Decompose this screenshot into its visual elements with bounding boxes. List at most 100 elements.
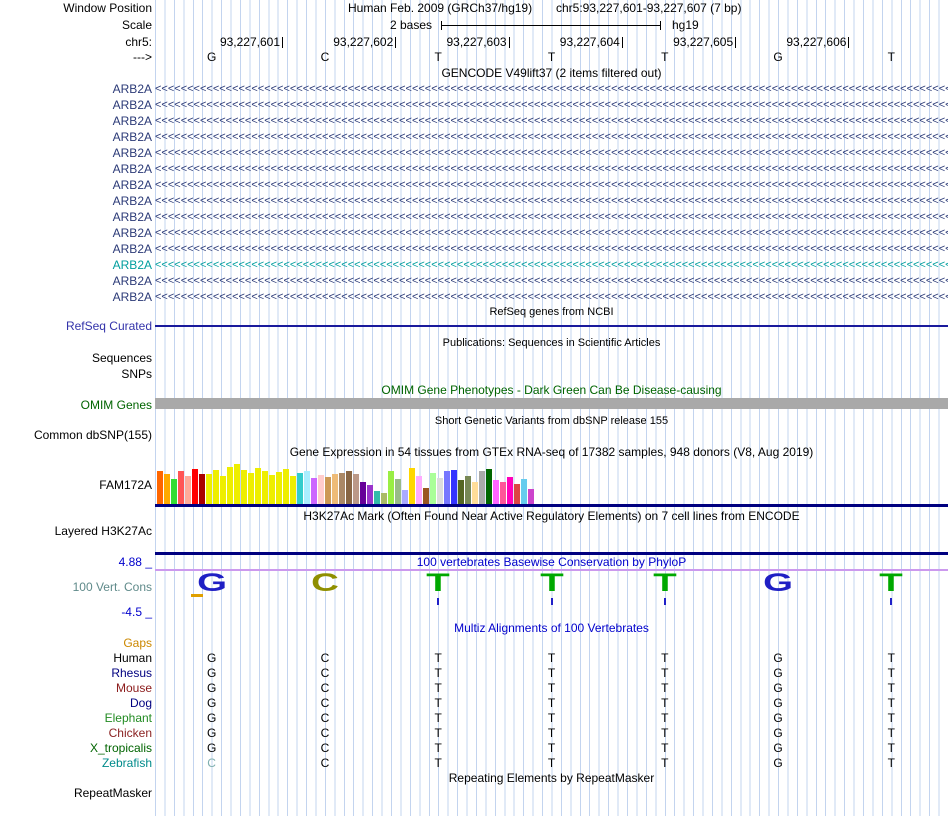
gtex-tissue-bar[interactable] (486, 469, 492, 504)
gtex-tissue-bar[interactable] (227, 467, 233, 504)
gencode-gene-label[interactable]: ARB2A (112, 290, 152, 304)
snps-track-label[interactable]: SNPs (121, 367, 152, 381)
gencode-transcript-arrows[interactable]: <<<<<<<<<<<<<<<<<<<<<<<<<<<<<<<<<<<<<<<<… (155, 115, 948, 127)
gencode-gene-label[interactable]: ARB2A (112, 274, 152, 288)
species-label[interactable]: Chicken (108, 726, 152, 740)
gtex-tissue-bar[interactable] (164, 474, 170, 504)
gtex-tissue-bar[interactable] (528, 489, 534, 504)
gtex-gene-label[interactable]: FAM172A (99, 478, 152, 492)
gtex-tissue-bar[interactable] (248, 473, 254, 504)
gtex-tissue-bar[interactable] (367, 485, 373, 504)
species-label[interactable]: Dog (129, 696, 152, 710)
gencode-gene-label[interactable]: ARB2A (112, 178, 152, 192)
gtex-tissue-bar[interactable] (318, 475, 324, 504)
species-label[interactable]: Rhesus (111, 666, 152, 680)
gtex-tissue-bar[interactable] (185, 476, 191, 504)
omim-track-label[interactable]: OMIM Genes (80, 398, 152, 412)
gencode-transcript-arrows[interactable]: <<<<<<<<<<<<<<<<<<<<<<<<<<<<<<<<<<<<<<<<… (155, 275, 948, 287)
gencode-transcript-arrows[interactable]: <<<<<<<<<<<<<<<<<<<<<<<<<<<<<<<<<<<<<<<<… (155, 195, 948, 207)
gencode-transcript-arrows[interactable]: <<<<<<<<<<<<<<<<<<<<<<<<<<<<<<<<<<<<<<<<… (155, 163, 948, 175)
species-label[interactable]: Gaps (123, 636, 152, 650)
gtex-tissue-bar[interactable] (479, 471, 485, 504)
gtex-tissue-bar[interactable] (290, 476, 296, 504)
gencode-gene-label[interactable]: ARB2A (112, 82, 152, 96)
gtex-tissue-bar[interactable] (437, 478, 443, 504)
gtex-tissue-bar[interactable] (430, 473, 436, 504)
gencode-transcript-arrows[interactable]: <<<<<<<<<<<<<<<<<<<<<<<<<<<<<<<<<<<<<<<<… (155, 211, 948, 223)
gencode-gene-label[interactable]: ARB2A (112, 98, 152, 112)
gtex-tissue-bar[interactable] (339, 473, 345, 504)
gtex-tissue-bar[interactable] (402, 490, 408, 504)
gtex-tissue-bar[interactable] (220, 476, 226, 504)
dbsnp-track-label[interactable]: Common dbSNP(155) (33, 428, 152, 442)
species-label[interactable]: Human (113, 651, 152, 665)
species-label[interactable]: X_tropicalis (89, 741, 152, 755)
conservation-track-label[interactable]: 100 Vert. Cons (72, 580, 152, 594)
repeatmasker-track-label[interactable]: RepeatMasker (73, 786, 152, 800)
gtex-tissue-bar[interactable] (451, 470, 457, 504)
gtex-tissue-bar[interactable] (521, 479, 527, 504)
gencode-transcript-arrows[interactable]: <<<<<<<<<<<<<<<<<<<<<<<<<<<<<<<<<<<<<<<<… (155, 99, 948, 111)
gtex-tissue-bar[interactable] (360, 482, 366, 504)
species-label[interactable]: Elephant (104, 711, 152, 725)
gencode-transcript-arrows[interactable]: <<<<<<<<<<<<<<<<<<<<<<<<<<<<<<<<<<<<<<<<… (155, 291, 948, 303)
gtex-tissue-bar[interactable] (255, 468, 261, 504)
gencode-transcript-arrows[interactable]: <<<<<<<<<<<<<<<<<<<<<<<<<<<<<<<<<<<<<<<<… (155, 131, 948, 143)
gtex-tissue-bar[interactable] (311, 478, 317, 504)
gtex-tissue-bar[interactable] (332, 474, 338, 504)
gencode-transcript-arrows[interactable]: <<<<<<<<<<<<<<<<<<<<<<<<<<<<<<<<<<<<<<<<… (155, 227, 948, 239)
gencode-gene-label[interactable]: ARB2A (112, 162, 152, 176)
gencode-transcript-arrows[interactable]: <<<<<<<<<<<<<<<<<<<<<<<<<<<<<<<<<<<<<<<<… (155, 243, 948, 255)
gtex-tissue-bar[interactable] (178, 471, 184, 504)
gencode-transcript-arrows[interactable]: <<<<<<<<<<<<<<<<<<<<<<<<<<<<<<<<<<<<<<<<… (155, 83, 948, 95)
gtex-tissue-bar[interactable] (416, 476, 422, 504)
gtex-tissue-bar[interactable] (493, 480, 499, 504)
gtex-tissue-bar[interactable] (409, 468, 415, 504)
gencode-transcript-arrows[interactable]: <<<<<<<<<<<<<<<<<<<<<<<<<<<<<<<<<<<<<<<<… (155, 179, 948, 191)
gtex-tissue-bar[interactable] (297, 473, 303, 504)
gtex-tissue-bar[interactable] (346, 471, 352, 504)
gtex-tissue-bar[interactable] (514, 484, 520, 504)
gencode-gene-label[interactable]: ARB2A (112, 226, 152, 240)
species-label[interactable]: Mouse (115, 681, 152, 695)
omim-gene-bar[interactable] (155, 398, 948, 409)
gtex-tissue-bar[interactable] (507, 477, 513, 504)
gtex-tissue-bar[interactable] (199, 474, 205, 504)
gtex-tissue-bar[interactable] (304, 471, 310, 504)
gencode-gene-label[interactable]: ARB2A (112, 114, 152, 128)
h3k27ac-track-label[interactable]: Layered H3K27Ac (54, 524, 152, 538)
gencode-gene-label[interactable]: ARB2A (112, 194, 152, 208)
gtex-tissue-bar[interactable] (374, 491, 380, 504)
gtex-tissue-bar[interactable] (444, 471, 450, 504)
gencode-gene-label[interactable]: ARB2A (112, 258, 152, 272)
gtex-tissue-bar[interactable] (157, 471, 163, 504)
gencode-gene-label[interactable]: ARB2A (112, 146, 152, 160)
gtex-tissue-bar[interactable] (171, 479, 177, 504)
gencode-transcript-arrows[interactable]: <<<<<<<<<<<<<<<<<<<<<<<<<<<<<<<<<<<<<<<<… (155, 259, 948, 271)
gtex-tissue-bar[interactable] (213, 470, 219, 504)
gtex-tissue-bar[interactable] (388, 471, 394, 504)
gencode-gene-label[interactable]: ARB2A (112, 210, 152, 224)
gtex-tissue-bar[interactable] (458, 480, 464, 504)
gencode-gene-label[interactable]: ARB2A (112, 130, 152, 144)
gtex-tissue-bar[interactable] (395, 479, 401, 504)
gtex-tissue-bar[interactable] (283, 469, 289, 504)
gtex-tissue-bar[interactable] (276, 472, 282, 504)
gtex-tissue-bar[interactable] (192, 469, 198, 504)
species-label[interactable]: Zebrafish (101, 756, 152, 770)
gtex-tissue-bar[interactable] (325, 477, 331, 504)
refseq-gene-line[interactable] (155, 325, 948, 327)
gtex-tissue-bar[interactable] (269, 475, 275, 504)
gtex-tissue-bar[interactable] (241, 470, 247, 504)
gtex-tissue-bar[interactable] (381, 493, 387, 504)
gtex-tissue-bar[interactable] (353, 474, 359, 504)
refseq-track-label[interactable]: RefSeq Curated (65, 319, 152, 333)
gtex-tissue-bar[interactable] (500, 482, 506, 504)
gtex-tissue-bar[interactable] (423, 488, 429, 504)
gtex-tissue-bar[interactable] (262, 471, 268, 504)
sequences-track-label[interactable]: Sequences (91, 351, 152, 365)
gtex-tissue-bar[interactable] (472, 482, 478, 504)
gtex-tissue-bar[interactable] (234, 464, 240, 504)
gencode-gene-label[interactable]: ARB2A (112, 242, 152, 256)
gtex-tissue-bar[interactable] (465, 476, 471, 504)
